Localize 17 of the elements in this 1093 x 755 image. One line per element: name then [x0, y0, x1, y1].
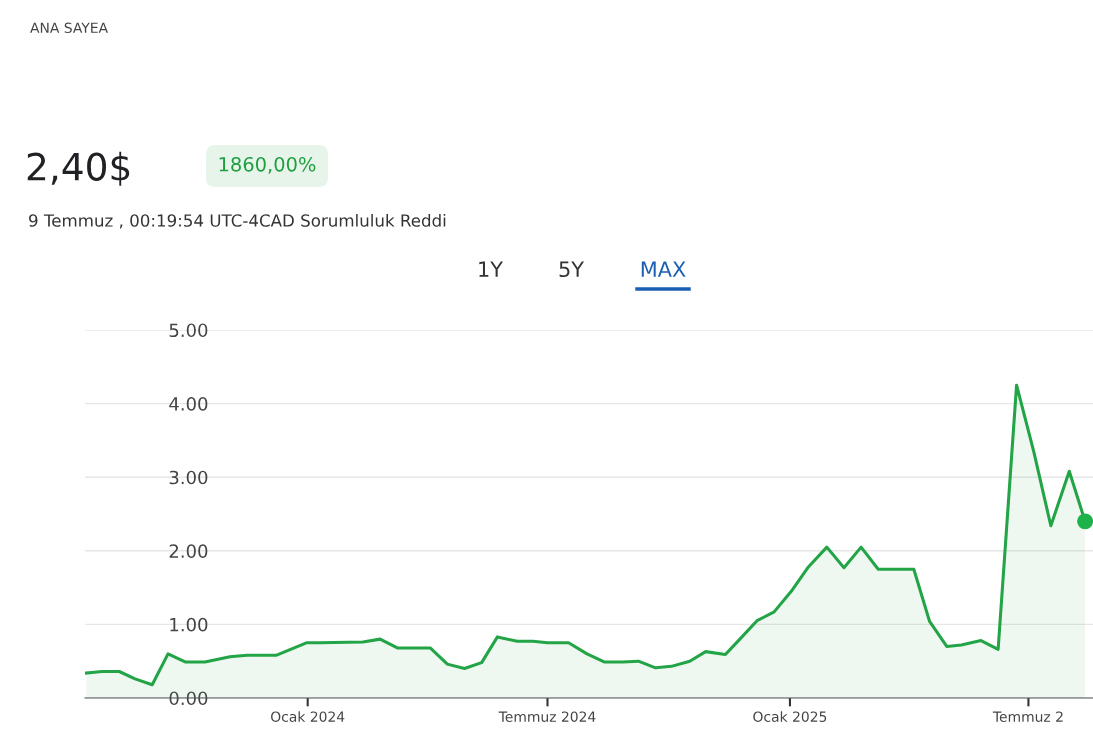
text: 2,40$	[27, 151, 130, 186]
x-tick-label: Ocak 2024	[271, 711, 345, 722]
y-tick-label: 0.00	[169, 691, 208, 706]
text: 5Y	[559, 261, 585, 278]
y-tick-label: 5.00	[169, 323, 208, 338]
y-tick-label: 3.00	[169, 470, 208, 485]
y-tick-label: 2.00	[169, 544, 208, 558]
x-tick-label: Temmuz 2024	[498, 711, 596, 722]
x-tick-label: Ocak 2025	[753, 711, 827, 722]
text: 1Y	[479, 261, 504, 277]
x-tick-label: Temmuz 2	[992, 711, 1063, 722]
text: MAX	[641, 261, 686, 277]
y-tick-label: 1.00	[170, 617, 208, 632]
text: 1860,00%	[219, 156, 316, 174]
text: ANA SAYEA	[30, 22, 108, 34]
y-tick-label: 4.00	[169, 397, 208, 411]
chart-subtitle: 9 Temmuz , 00:19:54 UTC-4CAD Sorumluluk Reddi	[29, 213, 446, 229]
